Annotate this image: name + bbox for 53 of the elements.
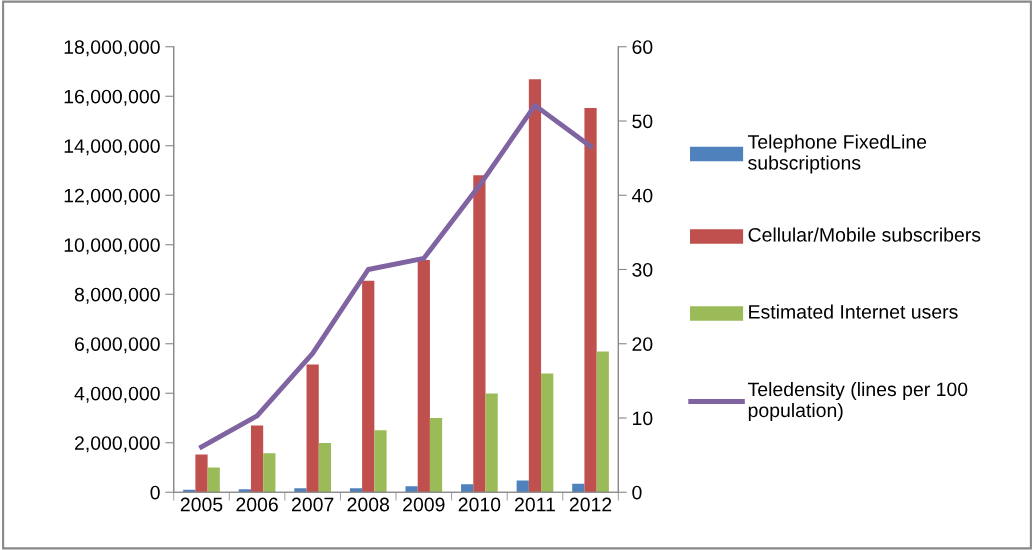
y-tick-label: 6,000,000 [75, 337, 160, 354]
x-tick-label: 2011 [515, 497, 555, 512]
bar [238, 489, 251, 493]
line-series [199, 102, 593, 450]
y-tick-label: 0 [150, 485, 160, 500]
x-tick-label: 2005 [180, 497, 223, 512]
bar [263, 453, 276, 493]
bar [195, 454, 208, 493]
y-tick-label: 10,000,000 [64, 238, 160, 255]
bar [541, 373, 554, 493]
bar [417, 260, 430, 493]
x-tick-label: 2009 [403, 497, 445, 512]
y-tick-label: 14,000,000 [64, 139, 160, 156]
bar [374, 430, 387, 493]
bar [528, 79, 542, 493]
y2-tick-label: 60 [632, 40, 653, 54]
legend-label: Estimated Internet users [749, 304, 958, 319]
bar [485, 393, 498, 493]
bar [405, 486, 418, 493]
bar [294, 488, 307, 493]
bar [362, 280, 375, 493]
x-tick-label: 2007 [292, 497, 334, 512]
x-tick-label: 2008 [347, 497, 390, 512]
bar [572, 483, 585, 493]
y-tick-label: 8,000,000 [74, 287, 160, 304]
x-tick-label: 2006 [236, 497, 278, 512]
x-tick-label: 2012 [569, 497, 612, 512]
y-tick-label: 4,000,000 [74, 386, 160, 403]
bar [596, 351, 609, 493]
y-tick-label: 2,000,000 [75, 436, 160, 453]
bar [306, 364, 319, 493]
legend-label: Cellular/Mobile subscribers [748, 227, 981, 242]
y2-tick-label: 30 [632, 262, 653, 277]
y-tick-label: 18,000,000 [64, 40, 160, 57]
bar [461, 484, 474, 493]
y2-tick-label: 20 [632, 337, 653, 351]
bar [318, 443, 331, 493]
bar [349, 488, 363, 493]
y-tick-label: 16,000,000 [64, 89, 160, 106]
y-tick-label: 12,000,000 [64, 188, 160, 205]
bar [473, 175, 486, 493]
bar [207, 467, 220, 493]
bar [584, 107, 597, 493]
legend-label: Teledensity (lines per 100 population) [748, 381, 968, 422]
legend-label: Telephone FixedLine subscriptions [748, 134, 927, 174]
bar [429, 418, 443, 493]
bar [250, 425, 264, 493]
y2-tick-label: 10 [633, 411, 653, 426]
y2-tick-label: 50 [632, 114, 653, 129]
bar [516, 480, 529, 493]
y2-tick-label: 0 [632, 485, 642, 500]
x-tick-label: 2010 [458, 497, 501, 512]
y2-tick-label: 40 [631, 188, 653, 203]
